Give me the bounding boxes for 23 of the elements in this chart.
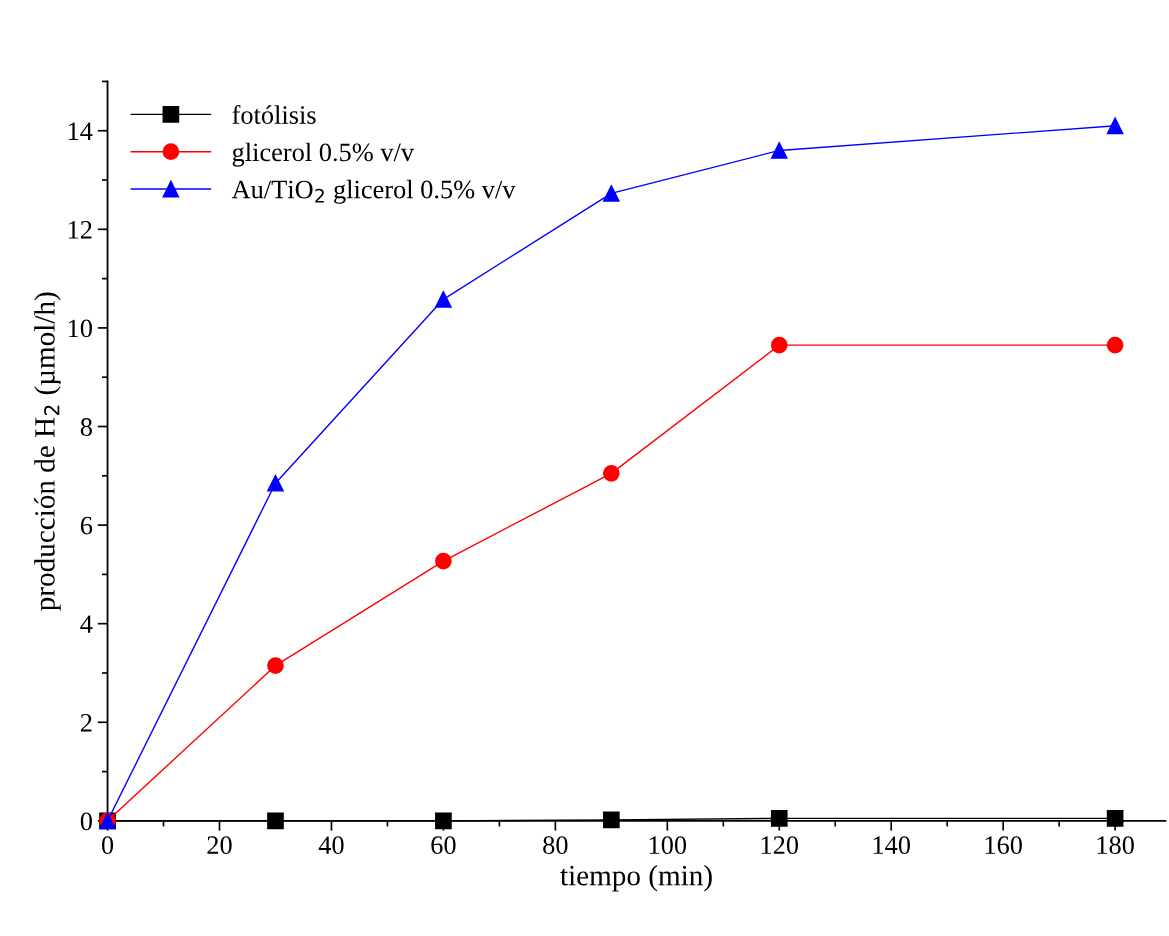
y-tick-label: 0 (80, 812, 92, 831)
x-tick-label: 20 (207, 836, 232, 855)
y-tick-label: 10 (68, 319, 92, 338)
y-tick-label: 4 (80, 615, 93, 633)
x-tick-label: 180 (1097, 836, 1134, 855)
x-tick-label: 100 (649, 836, 687, 855)
y-tick-label: 6 (80, 516, 93, 535)
y-tick-label: 2 (80, 713, 92, 732)
x-tick-label: 160 (985, 836, 1022, 855)
legend-label: fotólisis (232, 105, 316, 124)
x-tick-label: 120 (761, 836, 799, 855)
x-axis-title: tiempo (min) (560, 864, 712, 892)
y-tick-label: 14 (68, 122, 93, 140)
x-tick-label: 40 (318, 836, 344, 855)
x-tick-label: 0 (101, 836, 114, 855)
x-tick-label: 60 (431, 836, 456, 855)
x-tick-label: 80 (543, 836, 568, 855)
y-tick-label: 12 (68, 221, 92, 239)
y-axis-title: producción de H$_{2}$ (µmol/h) (34, 292, 61, 611)
x-tick-label: 140 (873, 836, 910, 855)
legend-label: glicerol 0.5% v/v (232, 142, 415, 167)
y-tick-label: 8 (80, 418, 92, 436)
legend-label: Au/TiO$_{2}$ glicerol 0.5% v/v (231, 179, 516, 204)
